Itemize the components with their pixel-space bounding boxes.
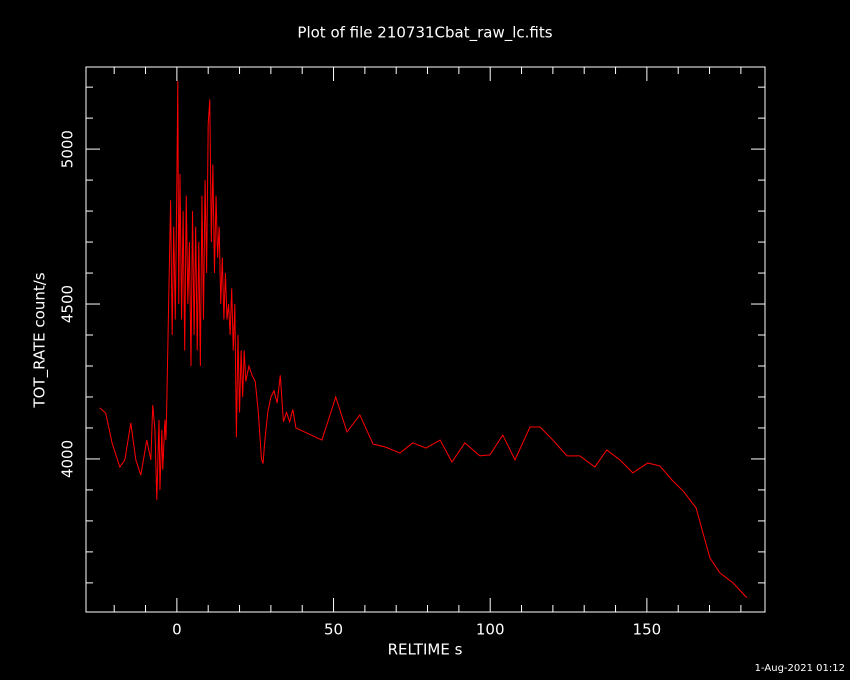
plot-frame — [85, 66, 766, 613]
y-tick-label: 4500 — [59, 285, 77, 323]
footer-timestamp: 1-Aug-2021 01:12 — [755, 663, 845, 674]
x-tick-label: 50 — [324, 621, 343, 639]
x-tick-label: 0 — [172, 621, 182, 639]
y-axis-label: TOT_RATE count/s — [31, 272, 50, 408]
chart-title: Plot of file 210731Cbat_raw_lc.fits — [297, 24, 552, 43]
y-tick-label: 4000 — [59, 440, 77, 478]
x-axis-label: RELTIME s — [388, 641, 463, 659]
y-tick-label: 5000 — [59, 130, 77, 168]
light-curve — [99, 80, 748, 599]
x-tick-label: 150 — [633, 621, 662, 639]
x-tick-label: 100 — [476, 621, 505, 639]
